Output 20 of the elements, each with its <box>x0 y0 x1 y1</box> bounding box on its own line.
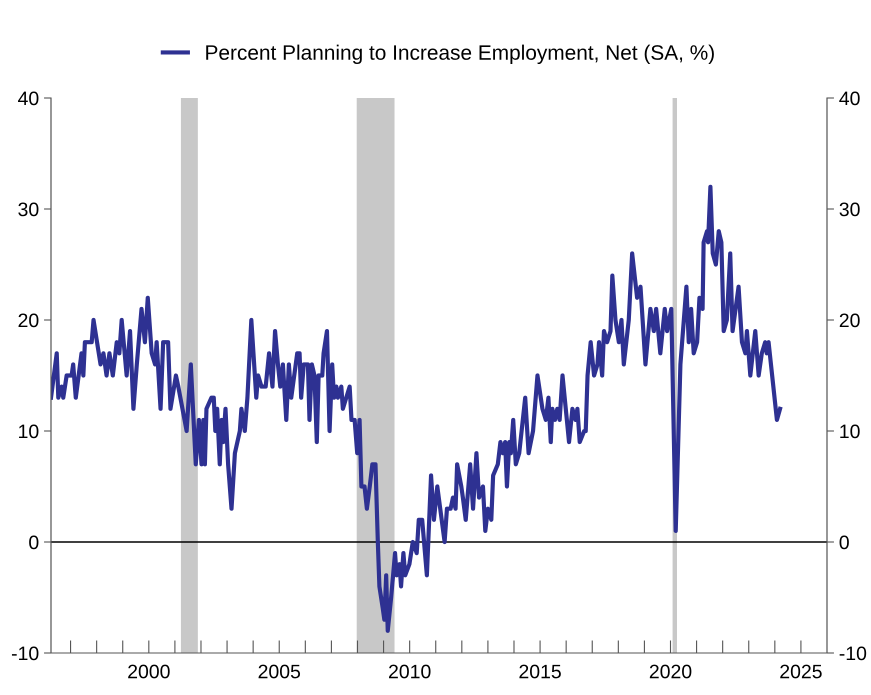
y2-tick-label: 40 <box>839 91 860 106</box>
y-tick-label: -10 <box>12 646 38 660</box>
y2-tick-label: 30 <box>840 202 860 216</box>
y-tick-label: 10 <box>19 424 38 438</box>
x-tick-label: 2005 <box>258 664 300 678</box>
legend-label: Percent Planning to Increase Employment, Net (SA, %) <box>206 44 714 64</box>
y2-tick-label: 10 <box>840 424 860 438</box>
y2-tick-label: 20 <box>840 313 860 328</box>
x-tick-label: 2015 <box>519 664 561 678</box>
line-series <box>51 184 782 633</box>
x-tick-label: 2020 <box>650 664 692 678</box>
x-tick-label: 2010 <box>389 664 431 678</box>
y-tick-label: 0 <box>29 535 38 550</box>
y-tick-label: 40 <box>18 91 38 106</box>
y2-tick-label: -10 <box>840 646 866 660</box>
y-tick-label: 30 <box>18 202 38 216</box>
x-tick-label: 2000 <box>128 664 170 678</box>
x-tick-label: 2025 <box>780 664 822 678</box>
y-tick-label: 20 <box>18 313 38 328</box>
y2-tick-label: 0 <box>840 535 849 550</box>
